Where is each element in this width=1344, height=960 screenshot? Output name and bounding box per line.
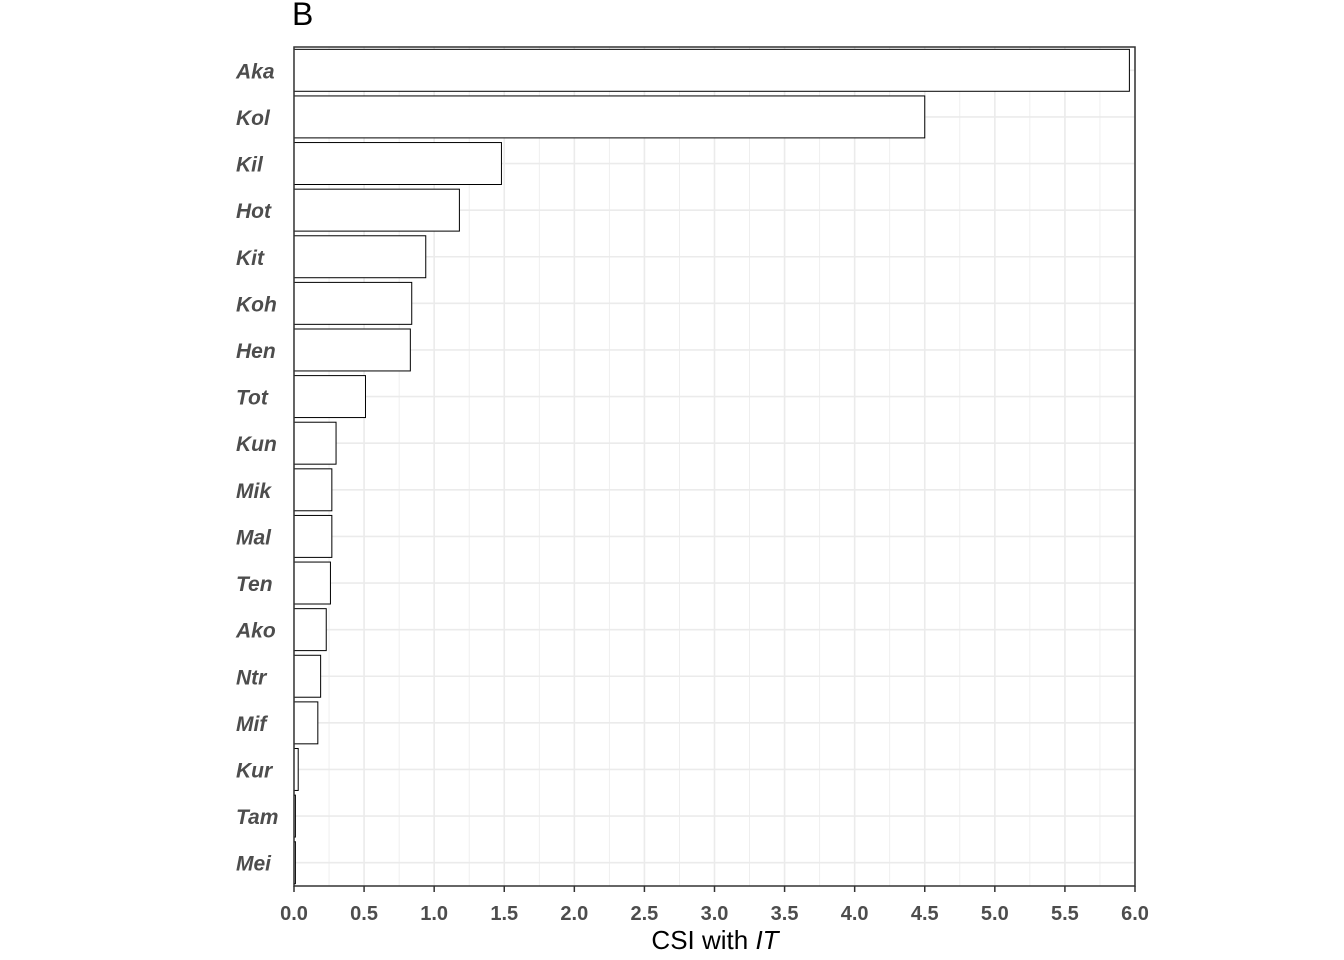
x-tick-label: 2.0 — [560, 903, 588, 925]
x-tick-label: 4.0 — [841, 903, 869, 925]
y-tick-label: Kol — [236, 107, 271, 130]
y-tick-label: Mif — [236, 713, 268, 736]
x-tick-label: 3.0 — [701, 903, 729, 925]
x-axis-label-text: CSI with — [651, 925, 756, 955]
x-tick-label: 6.0 — [1121, 903, 1149, 925]
bar-ako — [293, 608, 327, 652]
bar-mik — [293, 468, 333, 512]
x-tick-label: 3.5 — [771, 903, 799, 925]
bars — [293, 48, 1130, 885]
y-tick-label: Tam — [236, 806, 278, 829]
bar-kun — [293, 421, 337, 465]
y-tick-label: Kit — [236, 247, 265, 270]
bar-mif — [293, 701, 319, 745]
x-tick-label: 0.0 — [280, 903, 308, 925]
bar-aka — [293, 48, 1130, 92]
x-tick-label: 5.0 — [981, 903, 1009, 925]
x-axis-label-italic: IT — [755, 925, 779, 955]
x-tick-labels: 0.0 0.5 1.0 1.5 2.0 2.5 3.0 3.5 4.0 4.5 5.0 5.5 6.0 — [280, 886, 1149, 925]
y-tick-label: Kur — [236, 759, 274, 782]
x-tick-label: 1.0 — [420, 903, 448, 925]
x-tick-label: 0.5 — [350, 903, 378, 925]
y-tick-label: Tot — [236, 387, 269, 410]
y-tick-label: Kun — [236, 433, 277, 456]
bar-hot — [293, 188, 460, 232]
x-tick-label: 1.5 — [490, 903, 518, 925]
bar-ten — [293, 561, 331, 605]
y-tick-label: Mei — [236, 853, 272, 876]
y-tick-label: Ako — [235, 620, 276, 643]
x-tick-label: 5.5 — [1051, 903, 1079, 925]
bar-kit — [293, 235, 427, 279]
x-axis-label: CSI with IT — [0, 925, 1344, 956]
bar-ntr — [293, 654, 322, 698]
y-tick-label: Mal — [236, 526, 272, 549]
bar-koh — [293, 281, 413, 325]
y-tick-label: Ten — [236, 573, 273, 596]
bar-hen — [293, 328, 411, 372]
y-tick-labels: Aka Kol Kil Hot Kit Koh Hen Tot Kun Mik Mal Ten Ako N… — [235, 60, 278, 875]
bar-kol — [293, 95, 926, 139]
bar-tot — [293, 375, 366, 419]
panel-label: B — [292, 0, 314, 32]
y-tick-label: Koh — [236, 293, 277, 316]
y-tick-label: Hot — [236, 200, 272, 223]
y-tick-label: Mik — [236, 480, 272, 503]
y-tick-label: Kil — [236, 154, 264, 177]
bar-kil — [293, 142, 502, 186]
bar-mal — [293, 514, 333, 558]
y-tick-label: Aka — [235, 60, 275, 83]
x-tick-label: 2.5 — [631, 903, 659, 925]
y-tick-label: Ntr — [236, 666, 268, 689]
x-tick-label: 4.5 — [911, 903, 939, 925]
y-tick-label: Hen — [236, 340, 276, 363]
